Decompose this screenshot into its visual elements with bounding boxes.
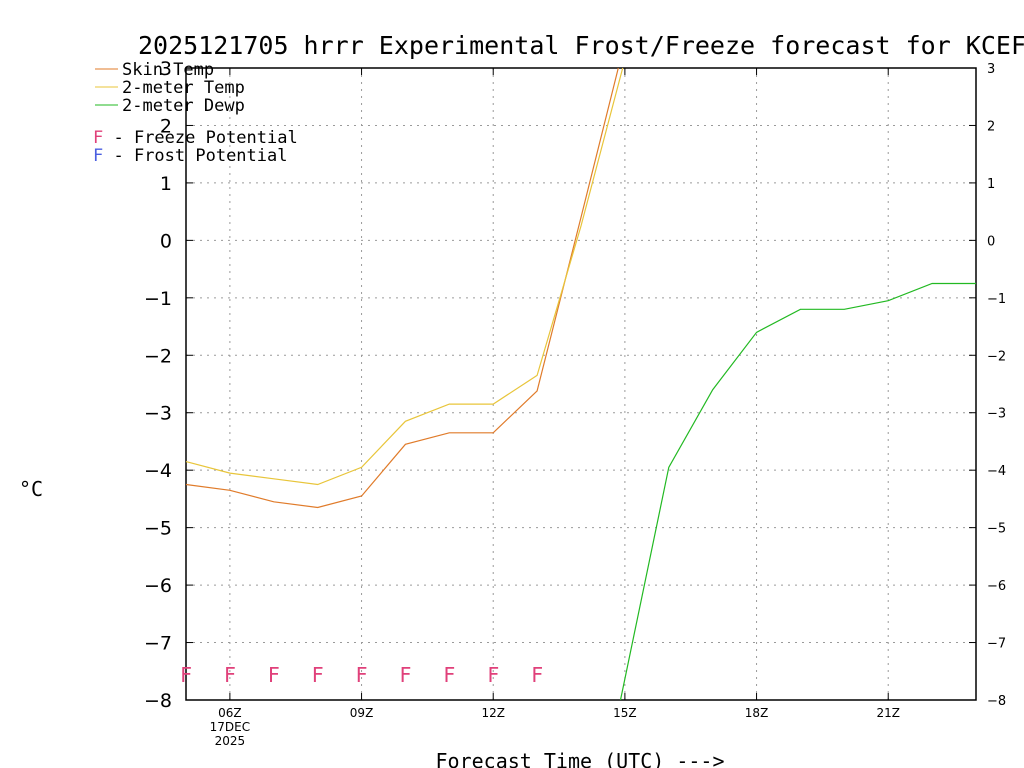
freeze-flag: F <box>180 663 192 687</box>
y-tick-label-right: 3 <box>987 62 995 77</box>
y-tick-label-left: −4 <box>144 460 172 482</box>
series-line-skin-temp <box>185 67 619 509</box>
y-tick-label-left: 2 <box>160 115 172 137</box>
legend-flag-letter: F <box>93 128 103 148</box>
freeze-flag: F <box>356 663 368 687</box>
plot-frame <box>185 67 977 701</box>
freeze-flag: F <box>268 663 280 687</box>
freeze-flag: F <box>224 663 236 687</box>
axis-ticks: −8 −8 −7 −7 −6 −6 −5 −5 −4 −4 −3 −3 −2 −2 −1 −1 0 0 1 1 2 2 3 3… <box>144 58 1006 748</box>
y-tick-label-left: −8 <box>144 690 172 712</box>
y-tick-label-left: −5 <box>144 518 172 540</box>
y-tick-label-left: −6 <box>144 575 172 597</box>
grid <box>186 68 976 700</box>
x-tick-sublabel: 2025 <box>215 734 246 748</box>
y-tick-label-right: −5 <box>987 522 1006 537</box>
y-tick-label-left: 1 <box>160 173 172 195</box>
x-tick-label: 09Z <box>350 706 374 720</box>
y-tick-label-left: −1 <box>144 288 172 310</box>
y-tick-label-right: −4 <box>987 464 1006 479</box>
series-line-2-meter-temp <box>185 67 624 486</box>
y-tick-label-right: −1 <box>987 292 1006 307</box>
freeze-flag: F <box>487 663 499 687</box>
legend-flag-text: - Frost Potential <box>103 146 287 166</box>
y-tick-label-left: 3 <box>160 58 172 80</box>
y-tick-label-left: −7 <box>144 633 172 655</box>
legend-freeze-potential: F - Freeze Potential <box>93 128 298 148</box>
series-lines <box>185 67 976 701</box>
y-tick-label-left: −3 <box>144 403 172 425</box>
y-tick-label-right: −8 <box>987 694 1006 709</box>
y-tick-label-right: −6 <box>987 579 1006 594</box>
legend: Skin Temp 2-meter Temp 2-meter Dewp F - … <box>93 60 298 166</box>
y-tick-label-left: 0 <box>160 230 172 252</box>
legend-label-2m-dewp: 2-meter Dewp <box>122 96 245 116</box>
legend-flag-text: - Freeze Potential <box>103 128 297 148</box>
x-axis-label: Forecast Time (UTC) ---> <box>436 749 725 768</box>
x-tick-label: 15Z <box>613 706 637 720</box>
x-tick-label: 06Z <box>218 706 242 720</box>
freeze-flag: F <box>399 663 411 687</box>
legend-label-2m-temp: 2-meter Temp <box>122 78 245 98</box>
y-tick-label-right: −3 <box>987 407 1006 422</box>
y-tick-label-right: 0 <box>987 234 995 249</box>
y-tick-label-right: −7 <box>987 637 1006 652</box>
x-tick-label: 12Z <box>481 706 505 720</box>
x-tick-sublabel: 17DEC <box>210 720 250 734</box>
chart-title: 2025121705 hrrr Experimental Frost/Freez… <box>138 31 1024 60</box>
freeze-flag: F <box>312 663 324 687</box>
series-line-2-meter-dewp <box>619 282 976 701</box>
y-tick-label-right: −2 <box>987 349 1006 364</box>
legend-frost-potential: F - Frost Potential <box>93 146 287 166</box>
y-tick-label-left: −2 <box>144 345 172 367</box>
x-tick-label: 21Z <box>876 706 900 720</box>
y-axis-label: °C <box>19 477 43 501</box>
freeze-flag: F <box>531 663 543 687</box>
y-tick-label-right: 1 <box>987 177 995 192</box>
x-tick-label: 18Z <box>745 706 769 720</box>
y-tick-label-right: 2 <box>987 119 995 134</box>
legend-flag-letter: F <box>93 146 103 166</box>
legend-label-skin-temp: Skin Temp <box>122 60 214 80</box>
freeze-flag: F <box>443 663 455 687</box>
